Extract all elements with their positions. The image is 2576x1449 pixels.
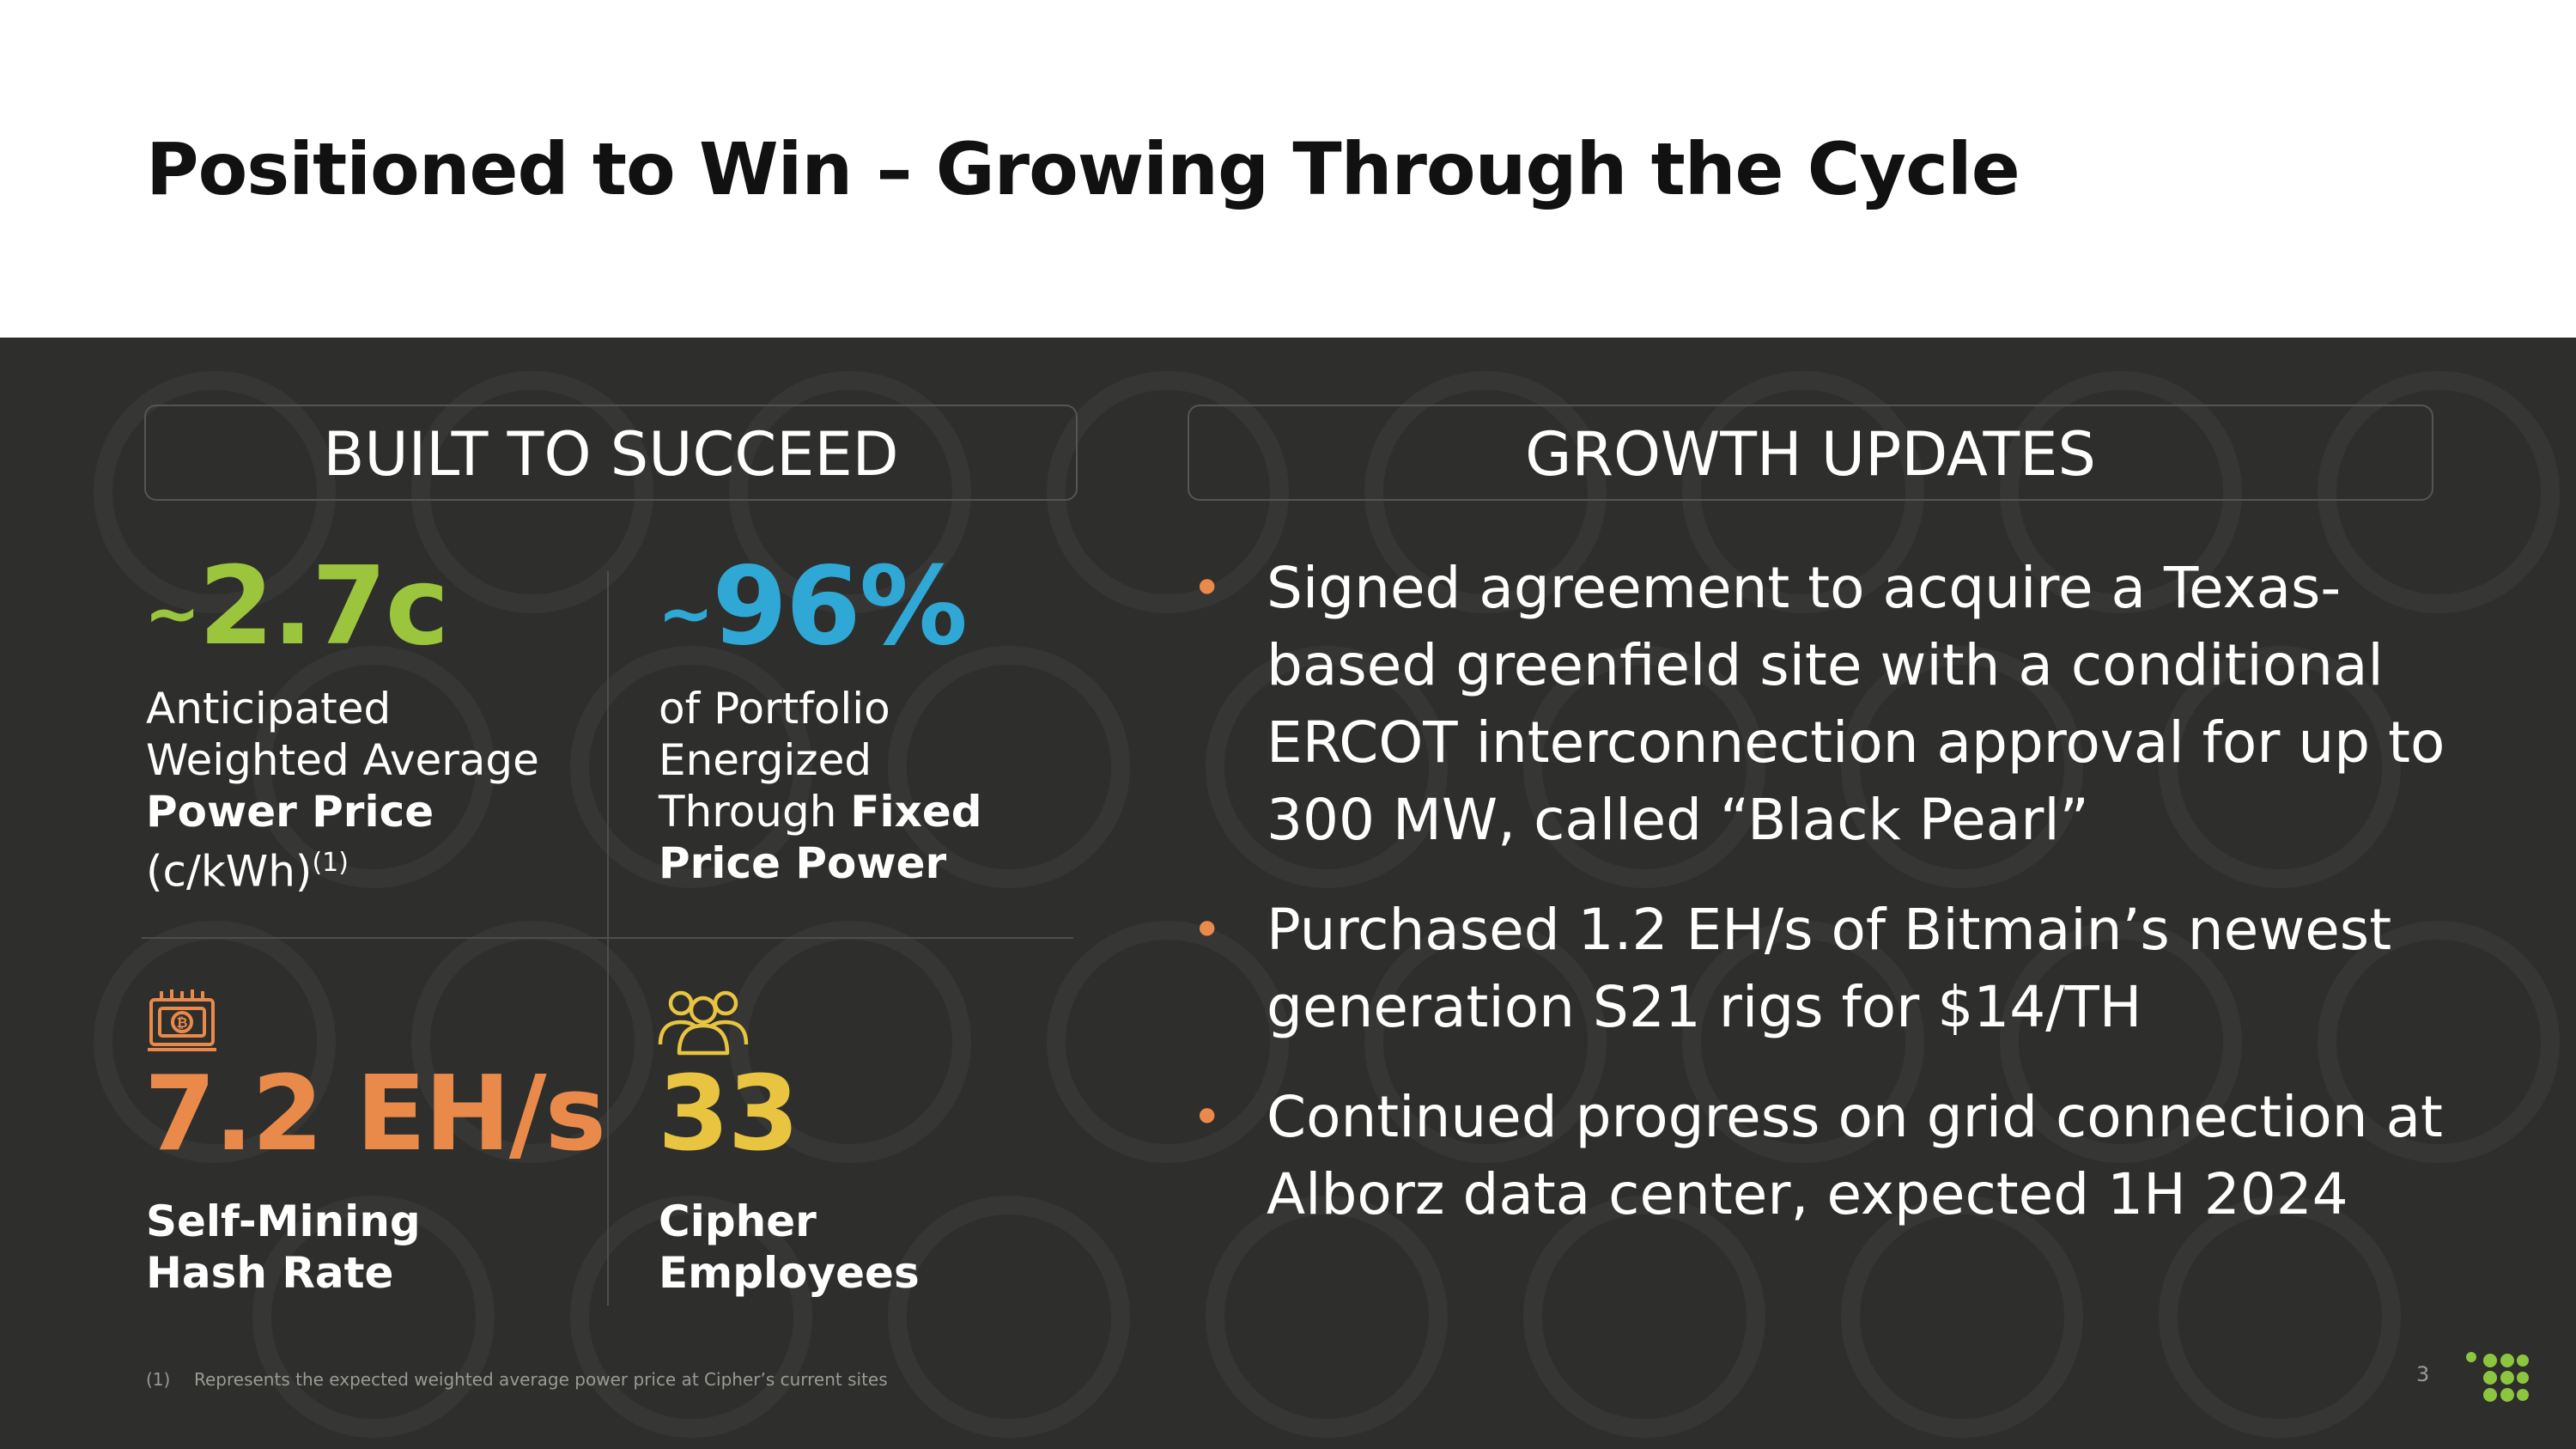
slide-title: Positioned to Win – Growing Through the … xyxy=(146,127,2020,211)
power-price-desc-line: Anticipated xyxy=(146,684,392,734)
list-item: • Continued progress on grid connection a… xyxy=(1185,1079,2456,1233)
mining-rig-icon: ₿ xyxy=(148,989,216,1051)
list-item: • Signed agreement to acquire a Texas-bas… xyxy=(1185,550,2456,859)
people-group-icon xyxy=(658,990,749,1056)
background-pattern xyxy=(94,371,2560,1438)
portfolio-desc-bold: Fixed xyxy=(850,787,982,837)
bullet-icon: • xyxy=(1192,1087,1223,1148)
footnote-text: Represents the expected weighted average… xyxy=(194,1369,888,1390)
power-price-stat: ~2.7c xyxy=(144,543,449,669)
power-price-value: 2.7c xyxy=(198,543,449,669)
portfolio-desc-line: Through xyxy=(659,787,851,837)
built-to-succeed-header: BUILT TO SUCCEED xyxy=(144,405,1078,501)
grid-horizontal-divider xyxy=(142,937,1073,939)
footnote-number: (1) xyxy=(146,1369,171,1390)
content-panel xyxy=(0,338,2576,1449)
growth-updates-list: • Signed agreement to acquire a Texas-bas… xyxy=(1185,550,2456,1266)
power-price-desc-line: Weighted Average xyxy=(146,735,539,785)
power-price-desc-bold: Power Price xyxy=(146,787,434,837)
list-item: • Purchased 1.2 EH/s of Bitmain’s newest … xyxy=(1185,892,2456,1046)
hashrate-desc-line: Hash Rate xyxy=(146,1248,394,1298)
power-price-prefix: ~ xyxy=(144,575,200,653)
bullet-icon: • xyxy=(1192,900,1223,960)
portfolio-prefix: ~ xyxy=(658,575,714,653)
portfolio-desc-bold: Price Power xyxy=(659,838,947,888)
growth-update-text: Purchased 1.2 EH/s of Bitmain’s newest g… xyxy=(1267,897,2392,1040)
power-price-unit: (c/kWh) xyxy=(146,846,313,897)
employees-value: 33 xyxy=(658,1055,799,1174)
footnote: (1) Represents the expected weighted aver… xyxy=(146,1369,888,1390)
employees-desc-line: Employees xyxy=(659,1248,920,1298)
portfolio-stat: ~96% xyxy=(658,543,968,669)
employees-description: Cipher Employees xyxy=(659,1196,1062,1299)
hashrate-value: 7.2 EH/s xyxy=(144,1055,606,1174)
bullet-icon: • xyxy=(1192,558,1223,618)
portfolio-value: 96% xyxy=(712,543,968,669)
employees-desc-line: Cipher xyxy=(659,1196,817,1246)
footnote-marker: (1) xyxy=(312,848,349,878)
portfolio-desc-line: Energized xyxy=(659,735,872,785)
growth-update-text: Continued progress on grid connection at… xyxy=(1267,1084,2443,1227)
svg-text:₿: ₿ xyxy=(176,1014,187,1031)
portfolio-desc-line: of Portfolio xyxy=(659,684,890,734)
growth-updates-header: GROWTH UPDATES xyxy=(1188,405,2433,501)
portfolio-description: of Portfolio Energized Through Fixed Pri… xyxy=(659,683,1062,889)
page-number: 3 xyxy=(2416,1362,2430,1386)
cipher-logo-icon xyxy=(2466,1352,2529,1402)
hashrate-description: Self-Mining Hash Rate xyxy=(146,1196,575,1299)
growth-update-text: Signed agreement to acquire a Texas-base… xyxy=(1267,555,2445,853)
power-price-description: Anticipated Weighted Average Power Price… xyxy=(146,683,575,898)
hashrate-desc-line: Self-Mining xyxy=(146,1196,421,1246)
